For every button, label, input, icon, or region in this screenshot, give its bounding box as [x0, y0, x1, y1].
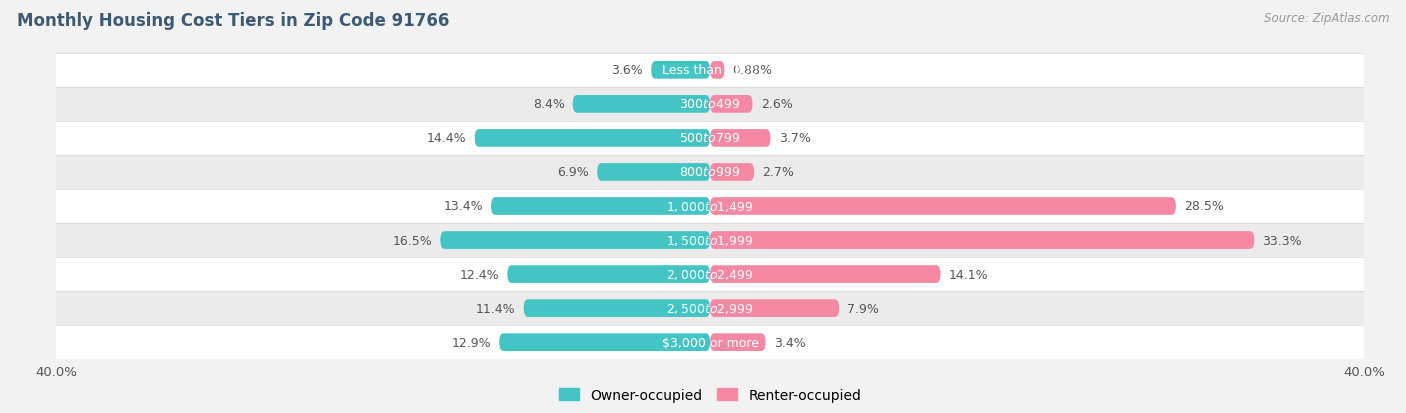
Text: 28.5%: 28.5% — [1184, 200, 1223, 213]
FancyBboxPatch shape — [572, 96, 710, 114]
FancyBboxPatch shape — [710, 62, 724, 79]
FancyBboxPatch shape — [710, 334, 766, 351]
FancyBboxPatch shape — [710, 96, 752, 114]
Text: $1,500 to $1,999: $1,500 to $1,999 — [666, 233, 754, 247]
Text: 33.3%: 33.3% — [1263, 234, 1302, 247]
FancyBboxPatch shape — [710, 232, 1254, 249]
Text: 14.4%: 14.4% — [427, 132, 467, 145]
Text: 12.9%: 12.9% — [451, 336, 491, 349]
Text: 16.5%: 16.5% — [392, 234, 432, 247]
Text: 3.7%: 3.7% — [779, 132, 810, 145]
Text: 3.4%: 3.4% — [773, 336, 806, 349]
FancyBboxPatch shape — [598, 164, 710, 181]
Text: 7.9%: 7.9% — [848, 302, 879, 315]
Text: 13.4%: 13.4% — [443, 200, 482, 213]
Bar — [56, 292, 1364, 325]
FancyBboxPatch shape — [651, 62, 710, 79]
Text: 14.1%: 14.1% — [949, 268, 988, 281]
FancyBboxPatch shape — [710, 266, 941, 283]
Text: 2.6%: 2.6% — [761, 98, 793, 111]
FancyBboxPatch shape — [475, 130, 710, 147]
Text: 0.88%: 0.88% — [733, 64, 772, 77]
FancyBboxPatch shape — [499, 334, 710, 351]
Bar — [56, 54, 1364, 88]
Bar — [56, 325, 1364, 359]
Legend: Owner-occupied, Renter-occupied: Owner-occupied, Renter-occupied — [553, 382, 868, 407]
Text: 11.4%: 11.4% — [475, 302, 516, 315]
Text: $1,000 to $1,499: $1,000 to $1,499 — [666, 199, 754, 214]
Text: 2.7%: 2.7% — [762, 166, 794, 179]
Text: Less than $300: Less than $300 — [662, 64, 758, 77]
FancyBboxPatch shape — [508, 266, 710, 283]
Text: $800 to $999: $800 to $999 — [679, 166, 741, 179]
Text: Source: ZipAtlas.com: Source: ZipAtlas.com — [1264, 12, 1389, 25]
FancyBboxPatch shape — [491, 198, 710, 215]
Text: 6.9%: 6.9% — [557, 166, 589, 179]
Text: 3.6%: 3.6% — [612, 64, 643, 77]
Text: 8.4%: 8.4% — [533, 98, 565, 111]
FancyBboxPatch shape — [710, 164, 754, 181]
Bar — [56, 257, 1364, 292]
Bar — [56, 121, 1364, 156]
FancyBboxPatch shape — [710, 198, 1175, 215]
Text: $2,500 to $2,999: $2,500 to $2,999 — [666, 301, 754, 316]
Bar — [56, 190, 1364, 223]
Text: $300 to $499: $300 to $499 — [679, 98, 741, 111]
Text: $500 to $799: $500 to $799 — [679, 132, 741, 145]
Text: Monthly Housing Cost Tiers in Zip Code 91766: Monthly Housing Cost Tiers in Zip Code 9… — [17, 12, 450, 30]
Bar — [56, 88, 1364, 121]
Bar — [56, 223, 1364, 257]
Text: $3,000 or more: $3,000 or more — [662, 336, 758, 349]
Text: 12.4%: 12.4% — [460, 268, 499, 281]
Bar — [56, 156, 1364, 190]
FancyBboxPatch shape — [710, 299, 839, 317]
Text: $2,000 to $2,499: $2,000 to $2,499 — [666, 268, 754, 281]
FancyBboxPatch shape — [440, 232, 710, 249]
FancyBboxPatch shape — [710, 130, 770, 147]
FancyBboxPatch shape — [523, 299, 710, 317]
